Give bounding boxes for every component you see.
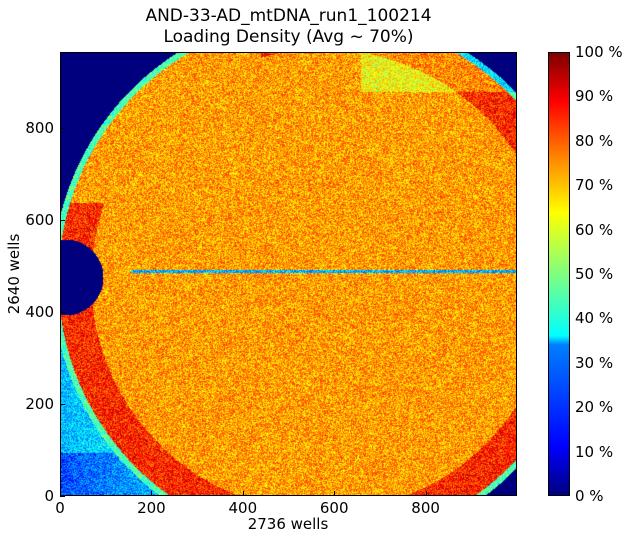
heatmap-image bbox=[60, 52, 517, 496]
y-tick-label: 200 bbox=[25, 394, 54, 413]
x-tick-label: 0 bbox=[55, 499, 65, 517]
colorbar-tick-label: 50 % bbox=[575, 265, 614, 283]
x-tick-label: 400 bbox=[228, 499, 258, 517]
colorbar-tick-label: 100 % bbox=[575, 43, 623, 61]
colorbar-tick-label: 40 % bbox=[575, 309, 614, 328]
chart-subtitle: Loading Density (Avg ~ 70%) bbox=[163, 27, 414, 47]
y-tick-mark bbox=[60, 127, 65, 129]
colorbar bbox=[548, 52, 570, 496]
plot-frame bbox=[60, 52, 517, 496]
y-tick-label: 800 bbox=[25, 118, 54, 137]
colorbar-tick-label: 20 % bbox=[575, 398, 614, 417]
colorbar-tick-label: 80 % bbox=[575, 131, 614, 150]
y-tick-mark bbox=[60, 219, 65, 221]
y-tick-label: 0 bbox=[44, 487, 54, 505]
colorbar-tick-label: 30 % bbox=[575, 353, 614, 372]
y-axis-label: 2640 wells bbox=[5, 233, 23, 315]
y-tick-mark bbox=[60, 311, 65, 313]
y-tick-mark bbox=[60, 403, 65, 405]
colorbar-tick-label: 90 % bbox=[575, 87, 614, 106]
colorbar-tick-label: 60 % bbox=[575, 220, 614, 239]
x-tick-label: 200 bbox=[137, 499, 166, 517]
x-tick-mark bbox=[151, 491, 153, 496]
x-tick-label: 800 bbox=[411, 499, 440, 517]
y-tick-label: 400 bbox=[25, 302, 54, 321]
x-tick-mark bbox=[334, 491, 336, 496]
colorbar-tick-label: 0 % bbox=[575, 487, 604, 505]
x-tick-label: 600 bbox=[319, 499, 349, 517]
x-tick-mark bbox=[60, 491, 61, 496]
y-tick-label: 600 bbox=[25, 210, 54, 229]
y-tick-mark bbox=[60, 496, 65, 497]
x-tick-mark bbox=[242, 491, 244, 496]
x-tick-mark bbox=[425, 491, 427, 496]
colorbar-tick-label: 70 % bbox=[575, 176, 614, 195]
colorbar-tick-label: 10 % bbox=[575, 442, 614, 461]
chart-title: AND-33-AD_mtDNA_run1_100214 bbox=[145, 6, 432, 26]
x-axis-label: 2736 wells bbox=[247, 515, 329, 533]
